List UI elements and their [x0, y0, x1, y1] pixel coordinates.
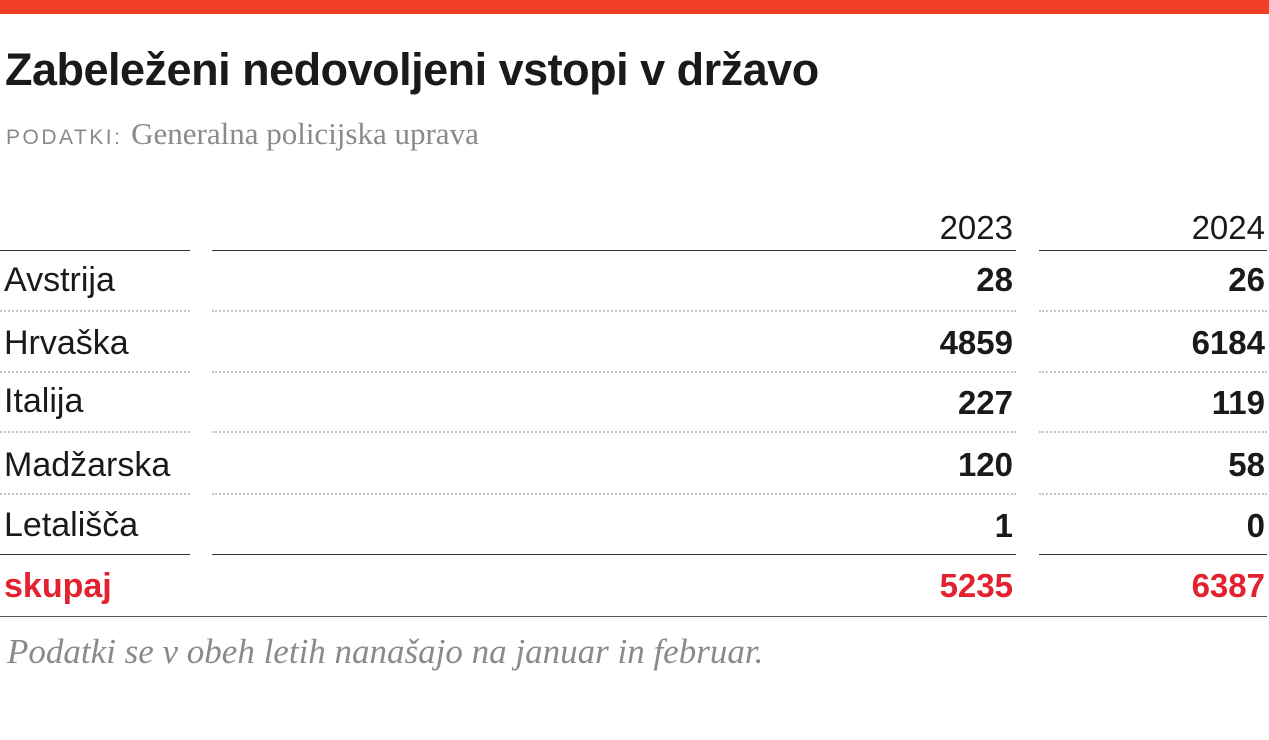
row-divider — [0, 431, 190, 433]
row-label-avstrija: Avstrija — [4, 261, 115, 299]
header-rule-2023 — [212, 250, 1016, 251]
row-divider — [0, 310, 190, 312]
cell-italija-2024: 119 — [1211, 384, 1265, 421]
total-rule — [1039, 554, 1267, 555]
row-label-italija: Italija — [4, 382, 84, 420]
total-2024: 6387 — [1191, 567, 1265, 604]
column-header-2023: 2023 — [939, 209, 1013, 246]
cell-letalisca-2024: 0 — [1246, 507, 1265, 544]
source-line: PODATKI: Generalna policijska uprava — [6, 116, 479, 152]
total-label: skupaj — [4, 567, 112, 605]
row-label-hrvaska: Hrvaška — [4, 324, 129, 362]
cell-madzarska-2024: 58 — [1228, 446, 1265, 483]
row-divider — [1039, 431, 1267, 433]
row-divider — [1039, 371, 1267, 373]
row-divider — [0, 493, 190, 495]
row-divider — [212, 493, 1016, 495]
column-header-2024: 2024 — [1191, 209, 1265, 246]
source-label: PODATKI: — [6, 126, 123, 149]
cell-hrvaska-2023: 4859 — [939, 324, 1013, 361]
total-rule — [212, 554, 1016, 555]
row-divider — [212, 371, 1016, 373]
bottom-rule — [0, 616, 1267, 617]
row-divider — [1039, 310, 1267, 312]
total-2023: 5235 — [939, 567, 1013, 604]
cell-avstrija-2023: 28 — [976, 261, 1013, 298]
row-divider — [1039, 493, 1267, 495]
source-text: Generalna policijska uprava — [131, 116, 479, 151]
cell-hrvaska-2024: 6184 — [1191, 324, 1265, 361]
row-divider — [212, 431, 1016, 433]
header-rule-label — [0, 250, 190, 251]
accent-bar — [0, 0, 1269, 14]
cell-avstrija-2024: 26 — [1228, 261, 1265, 298]
cell-madzarska-2023: 120 — [957, 446, 1013, 483]
header-rule-2024 — [1039, 250, 1267, 251]
row-divider — [0, 371, 190, 373]
row-label-madzarska: Madžarska — [4, 446, 171, 484]
row-label-letalisca: Letališča — [4, 506, 139, 544]
row-divider — [212, 310, 1016, 312]
cell-letalisca-2023: 1 — [994, 507, 1013, 544]
chart-title: Zabeleženi nedovoljeni vstopi v državo — [5, 44, 819, 95]
cell-italija-2023: 227 — [957, 384, 1013, 421]
footnote: Podatki se v obeh letih nanašajo na janu… — [7, 632, 764, 671]
total-rule — [0, 554, 190, 555]
